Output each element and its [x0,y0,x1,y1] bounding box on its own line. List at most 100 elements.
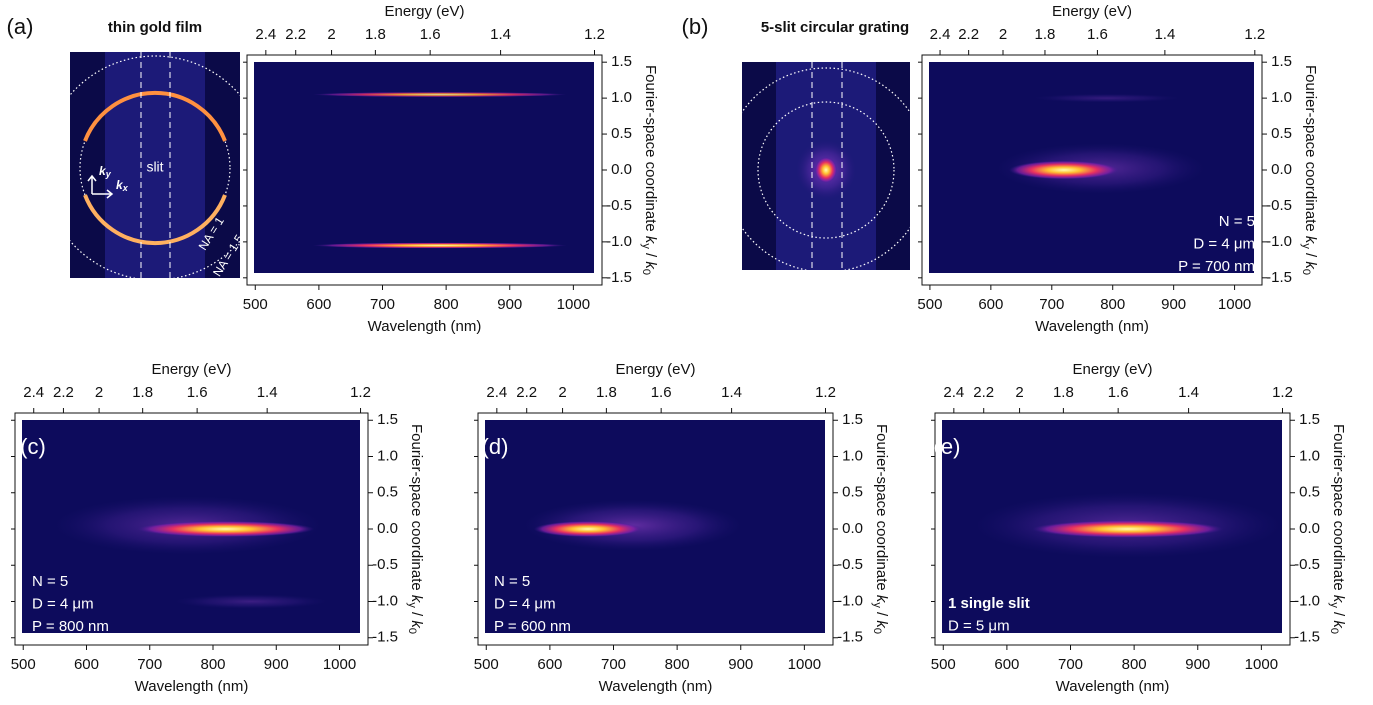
x-tick-label: 900 [728,656,753,673]
y-label-sub: 0 [1300,269,1312,275]
x-tick-label: 700 [370,296,395,313]
x-tick-label: 600 [306,296,331,313]
y-tick-label: -1.5 [372,629,398,646]
image [312,92,568,249]
y-tick-label: 0.5 [842,484,863,501]
annotation: N = 5 [32,573,68,590]
x2-tick-label: 1.8 [596,384,617,401]
y-tick-label: 1.5 [842,411,863,428]
annotation: D = 4 μm [1193,235,1255,252]
intensity [312,92,568,98]
x-tick-label: 1000 [788,656,821,673]
x2-tick-label: 1.2 [1244,26,1265,43]
intensity [533,521,643,537]
x-axis-label: Wavelength (nm) [135,678,249,695]
y-tick-label: 1.5 [1271,53,1292,70]
y-tick-label: 1.5 [1299,411,1320,428]
annotation: D = 4 μm [32,595,94,612]
x-tick-label: 500 [474,656,499,673]
x2-tick-label: 1.2 [815,384,836,401]
x-tick-label: 700 [1039,296,1064,313]
x2-tick-label: 1.4 [257,384,278,401]
y-label-text: Fourier-space coordinate [1330,424,1347,595]
x2-axis-label: Energy (eV) [384,3,464,20]
y-label-var: k [1302,236,1319,245]
image [54,496,327,609]
y-label-text: Fourier-space coordinate [1302,65,1319,236]
x-tick-label: 500 [931,656,956,673]
x-tick-label: 500 [243,296,268,313]
inset-b [742,62,910,270]
annotation: D = 5 μm [948,617,1010,634]
x-tick-label: 800 [200,656,225,673]
ky-sub: y [105,169,112,179]
y-tick-label: 0.5 [1299,484,1320,501]
y-tick-label: 0.0 [611,161,632,178]
x-tick-label: 600 [537,656,562,673]
annotation: P = 700 nm [1178,258,1255,275]
y-tick-label: 0.5 [611,125,632,142]
x-tick-label: 1000 [1245,656,1278,673]
x-axis-label: Wavelength (nm) [368,318,482,335]
inset-band [105,52,205,278]
y-tick-label: 0.0 [1271,161,1292,178]
x2-tick-label: 2 [327,26,335,43]
x2-tick-label: 2 [1015,384,1023,401]
panel-label: (b) [682,14,709,39]
x2-tick-label: 1.6 [1108,384,1129,401]
y-label-var: k [408,620,425,629]
y-tick-label: 0.0 [377,520,398,537]
y-tick-label: -0.5 [606,197,632,214]
x2-tick-label: 2.2 [285,26,306,43]
y-tick-label: -1.5 [837,629,863,646]
intensity [137,521,315,537]
x2-axis-label: Energy (eV) [151,361,231,378]
y-label-sep: / [1330,608,1347,621]
ky-var: k [99,164,107,178]
x-tick-label: 1000 [557,296,590,313]
intensity [1033,93,1180,103]
y-tick-label: 1.0 [1271,89,1292,106]
x2-tick-label: 1.8 [132,384,153,401]
y-label-sep: / [873,608,890,621]
x2-axis-label: Energy (eV) [1052,3,1132,20]
y-tick-label: 1.5 [611,53,632,70]
x-tick-label: 800 [1122,656,1147,673]
y-label-sep: / [408,608,425,621]
intensity [1032,520,1224,538]
panel: 500 600 700 800 900 1000 Wavelength (nm) 2.4 2.2… [474,361,890,695]
x2-tick-label: 1.4 [490,26,511,43]
x2-axis-label: Energy (eV) [615,361,695,378]
y-tick-label: -0.5 [1294,556,1320,573]
annotation: P = 800 nm [32,618,109,635]
intensity [312,242,568,249]
x2-tick-label: 1.8 [365,26,386,43]
y-label-sep: / [642,249,659,262]
spot [815,157,837,183]
x2-tick-label: 1.2 [584,26,605,43]
x2-tick-label: 2.2 [516,384,537,401]
y-tick-label: 1.0 [377,447,398,464]
x-tick-label: 700 [601,656,626,673]
image-bg [254,62,594,273]
x2-tick-label: 1.6 [187,384,208,401]
panel-label: (c) [20,434,46,459]
y-tick-label: 1.0 [611,89,632,106]
y-label-var: k [642,261,659,270]
y-label-var: k [873,620,890,629]
x2-tick-label: 1.6 [1087,26,1108,43]
y-label-sep: / [1302,249,1319,262]
y-label-var: k [873,595,890,604]
annotation: P = 600 nm [494,618,571,635]
kx-label: kx [116,178,129,193]
k-axes [87,174,114,199]
x-axis-label: Wavelength (nm) [599,678,713,695]
y-tick-label: 0.0 [1299,520,1320,537]
kx-var: k [116,178,124,192]
x-tick-label: 900 [264,656,289,673]
intensity [1009,160,1119,180]
x2-tick-label: 2.4 [930,26,951,43]
image [975,492,1281,558]
intensity [175,594,327,609]
y-axis-label: Fourier-space coordinate ky / k0 [406,424,425,634]
